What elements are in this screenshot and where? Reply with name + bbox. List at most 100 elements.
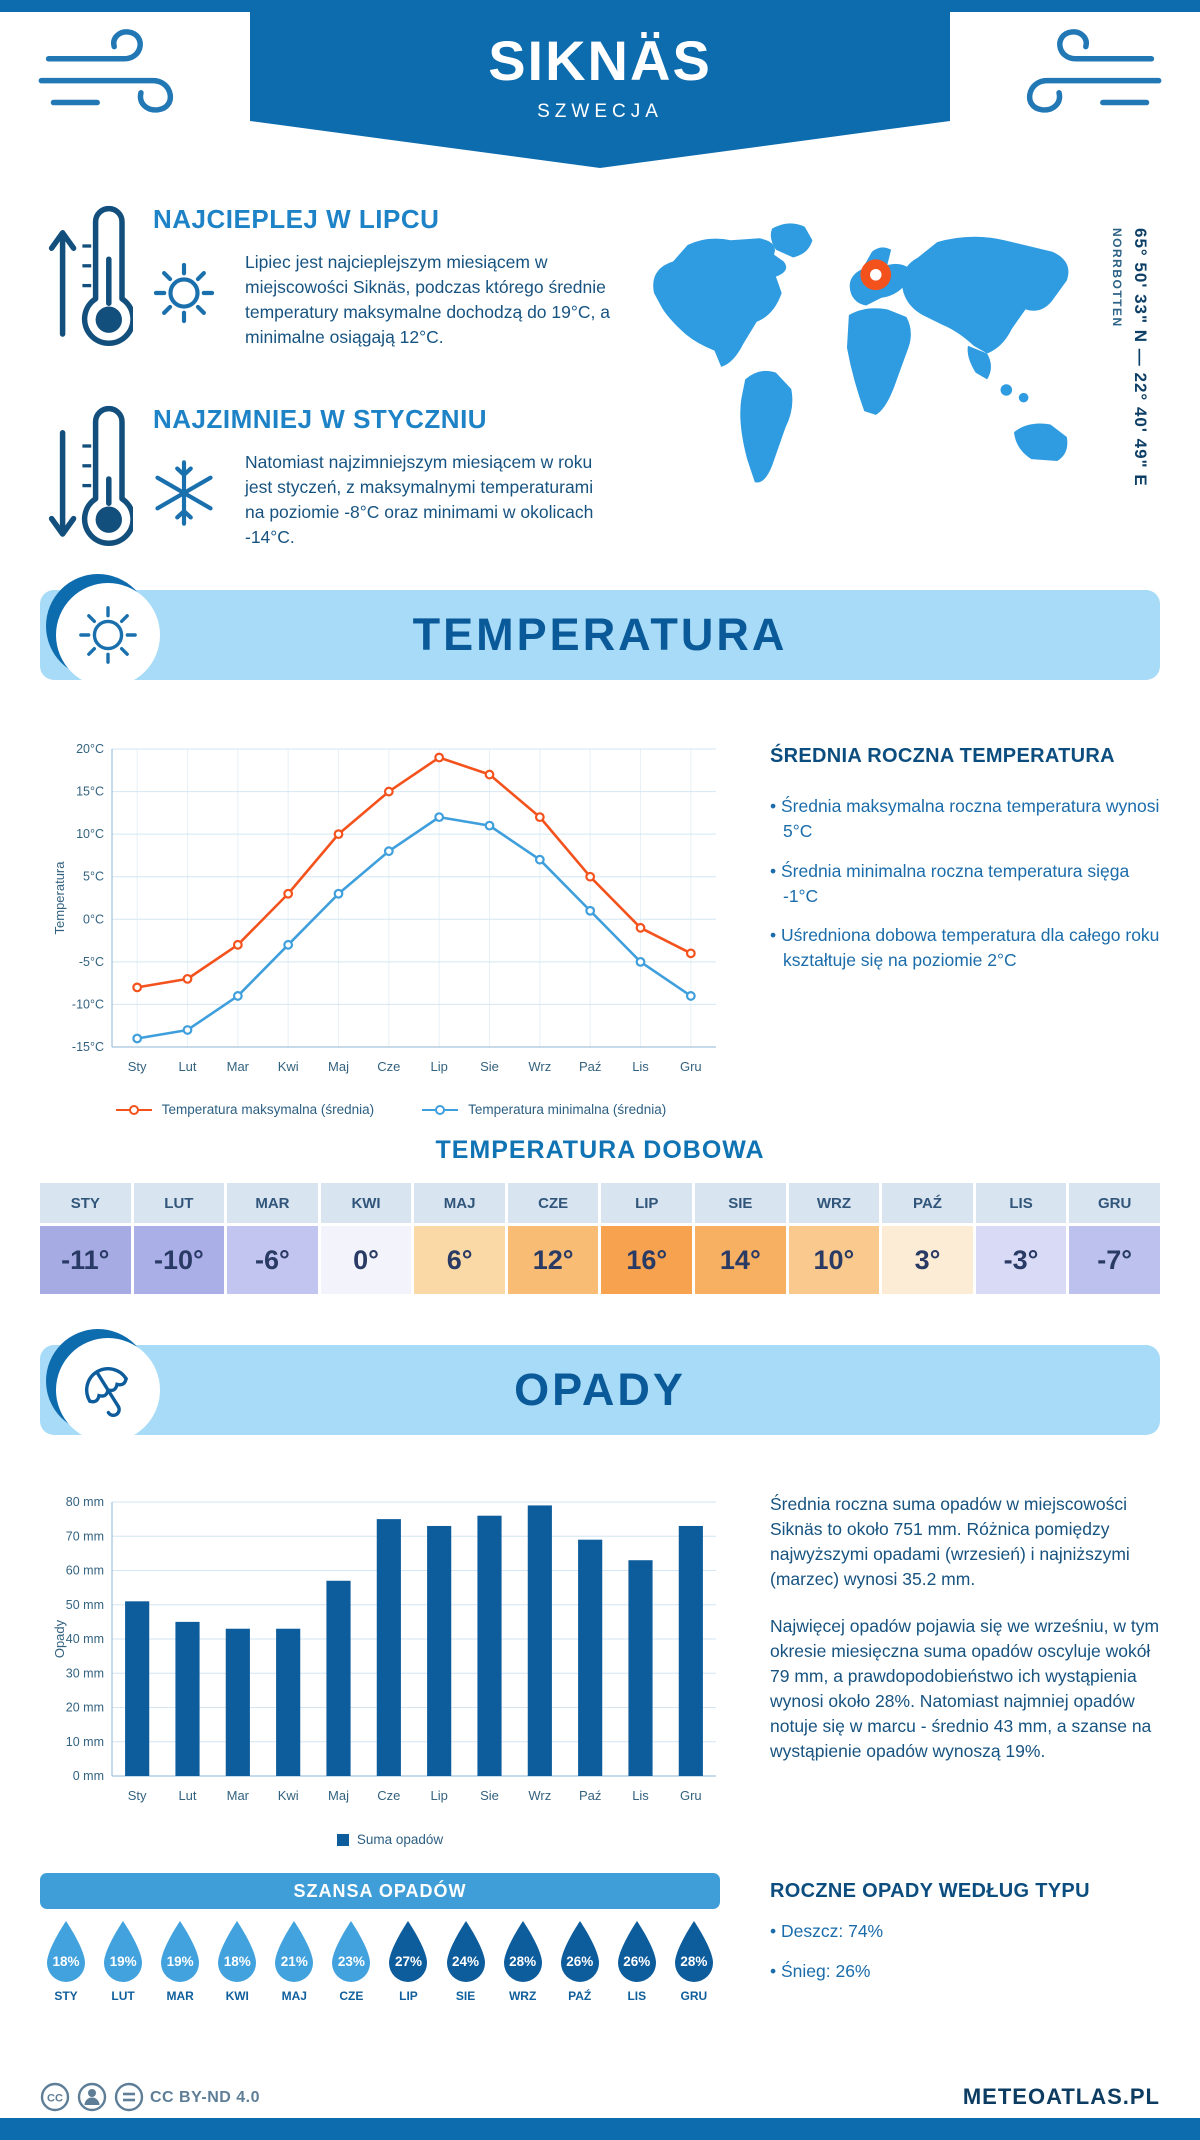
precip-chance-item: 18% STY: [40, 1918, 92, 2003]
svg-text:Cze: Cze: [377, 1059, 400, 1074]
svg-text:10 mm: 10 mm: [66, 1735, 104, 1749]
daily-temp-column: STY -11°: [40, 1183, 131, 1294]
svg-text:-5°C: -5°C: [79, 955, 104, 969]
svg-text:60 mm: 60 mm: [66, 1564, 104, 1578]
legend-label: Suma opadów: [356, 1832, 444, 1847]
daily-temp-value: 3°: [882, 1226, 973, 1294]
legend-item: Temperatura maksymalna (średnia): [114, 1102, 374, 1117]
raindrop-icon: 28%: [669, 1918, 719, 1984]
precip-chance-value: 27%: [394, 1954, 422, 1969]
precip-chance-month: MAJ: [281, 1989, 307, 2003]
attribution-icon: [77, 2082, 107, 2112]
daily-temp-column: LUT -10°: [133, 1183, 225, 1294]
precip-chance-month: CZE: [339, 1989, 364, 2003]
svg-text:Wrz: Wrz: [528, 1059, 551, 1074]
nd-icon: [114, 2082, 144, 2112]
page-subtitle: SZWECJA: [537, 101, 663, 122]
legend-label: Temperatura minimalna (średnia): [468, 1102, 667, 1117]
daily-temp-column: CZE 12°: [507, 1183, 599, 1294]
daily-temp-value: 14°: [695, 1226, 786, 1294]
svg-text:Gru: Gru: [680, 1059, 702, 1074]
wind-icon: [1008, 22, 1166, 137]
svg-text:20°C: 20°C: [76, 742, 104, 756]
legend-item: Temperatura minimalna (średnia): [420, 1102, 666, 1117]
svg-text:15°C: 15°C: [76, 785, 104, 799]
svg-text:0 mm: 0 mm: [73, 1769, 104, 1783]
precip-chance-item: 26% PAŹ: [554, 1918, 606, 2003]
umbrella-badge-icon: [56, 1338, 160, 1442]
precipitation-description: Średnia roczna suma opadów w miejscowośc…: [770, 1492, 1162, 1786]
svg-text:Lip: Lip: [430, 1059, 447, 1074]
precip-chance-month: LIS: [627, 1989, 647, 2003]
text-item: • Śnieg: 26%: [770, 1960, 871, 1981]
precip-chance-value: 26%: [566, 1954, 594, 1969]
svg-text:Paź: Paź: [579, 1788, 601, 1803]
svg-text:Lis: Lis: [632, 1059, 649, 1074]
svg-text:Sie: Sie: [480, 1788, 499, 1803]
precip-chance-value: 21%: [280, 1954, 308, 1969]
temperature-section-band: TEMPERATURA: [40, 574, 1160, 687]
daily-temp-column: PAŹ 3°: [882, 1183, 973, 1294]
legend-marker: [115, 1104, 152, 1115]
precip-chance-item: 19% MAR: [154, 1918, 206, 2003]
daily-temp-column: KWI 0°: [320, 1183, 412, 1294]
daily-temp-month: SIE: [695, 1183, 786, 1223]
svg-text:Kwi: Kwi: [278, 1059, 299, 1074]
svg-text:Mar: Mar: [227, 1059, 250, 1074]
raindrop-icon: 19%: [98, 1918, 148, 1984]
daily-temp-column: GRU -7°: [1069, 1183, 1160, 1294]
precip-chance-item: 24% SIE: [440, 1918, 492, 2003]
raindrop-icon: 18%: [41, 1918, 91, 1984]
precip-chance-value: 28%: [680, 1954, 708, 1969]
precipitation-section-title: OPADY: [514, 1364, 686, 1415]
daily-temp-value: -11°: [40, 1226, 131, 1294]
snowflake-icon: [145, 454, 223, 537]
daily-temp-month: LUT: [133, 1183, 225, 1223]
precip-chance-item: 19% LUT: [97, 1918, 149, 2003]
precip-chance-month: PAŹ: [568, 1989, 592, 2003]
precipitation-paragraphs: Średnia roczna suma opadów w miejscowośc…: [770, 1492, 1162, 1764]
text-item: Najwięcej opadów pojawia się we wrześniu…: [770, 1616, 1160, 1762]
precip-chance-item: 28% GRU: [668, 1918, 720, 2003]
wind-icon: [34, 22, 192, 137]
text-item: • Średnia minimalna roczna temperatura s…: [770, 860, 1130, 906]
raindrop-icon: 26%: [612, 1918, 662, 1984]
precipitation-type-title: ROCZNE OPADY WEDŁUG TYPU: [770, 1880, 1090, 1902]
daily-temp-month: LIS: [975, 1183, 1067, 1223]
temperature-section-title: TEMPERATURA: [412, 609, 788, 660]
raindrop-icon: 23%: [326, 1918, 376, 1984]
svg-text:Paź: Paź: [579, 1059, 601, 1074]
daily-temp-month: WRZ: [788, 1183, 880, 1223]
license-label: CC BY-ND 4.0: [150, 2089, 261, 2106]
raindrop-icon: 27%: [383, 1918, 433, 1984]
daily-temp-month: LIP: [601, 1183, 693, 1223]
svg-text:Lip: Lip: [430, 1788, 447, 1803]
precip-chance-month: STY: [54, 1989, 78, 2003]
daily-temp-column: LIP 16°: [601, 1183, 693, 1294]
daily-temp-column: MAR -6°: [227, 1183, 318, 1294]
region-label: NORRBOTTEN: [1110, 228, 1124, 328]
daily-temp-value: 0°: [320, 1226, 412, 1294]
precip-chance-value: 18%: [223, 1954, 251, 1969]
precip-chance-item: 26% LIS: [611, 1918, 663, 2003]
svg-text:0°C: 0°C: [83, 912, 104, 926]
precipitation-bar-chart: 0 mm 10 mm 20 mm 30 mm 40 mm 50 mm 60 mm 70 mm 8…: [52, 1495, 716, 1803]
svg-text:Cze: Cze: [377, 1788, 400, 1803]
temperature-summary-bullets: • Średnia maksymalna roczna temperatura …: [770, 794, 1162, 973]
precip-chance-value: 26%: [623, 1954, 651, 1969]
daily-temp-value: 12°: [507, 1226, 599, 1294]
precip-chance-row: 18% STY 19% LUT 19% MAR 18% KWI 21% MAJ …: [40, 1918, 720, 2003]
precip-chance-value: 28%: [509, 1954, 537, 1969]
text-item: Średnia roczna suma opadów w miejscowośc…: [770, 1494, 1130, 1590]
precip-chance-value: 24%: [452, 1954, 480, 1969]
precip-chance-item: 18% KWI: [211, 1918, 263, 2003]
svg-text:Opady: Opady: [52, 1619, 67, 1658]
svg-text:Lut: Lut: [178, 1788, 196, 1803]
daily-temp-column: MAJ 6°: [414, 1183, 505, 1294]
thermometer-warm-icon: [45, 202, 136, 372]
daily-temp-month: CZE: [507, 1183, 599, 1223]
daily-temp-month: GRU: [1069, 1183, 1160, 1223]
svg-text:10°C: 10°C: [76, 827, 104, 841]
daily-temp-value: -6°: [227, 1226, 318, 1294]
svg-text:40 mm: 40 mm: [66, 1632, 104, 1646]
